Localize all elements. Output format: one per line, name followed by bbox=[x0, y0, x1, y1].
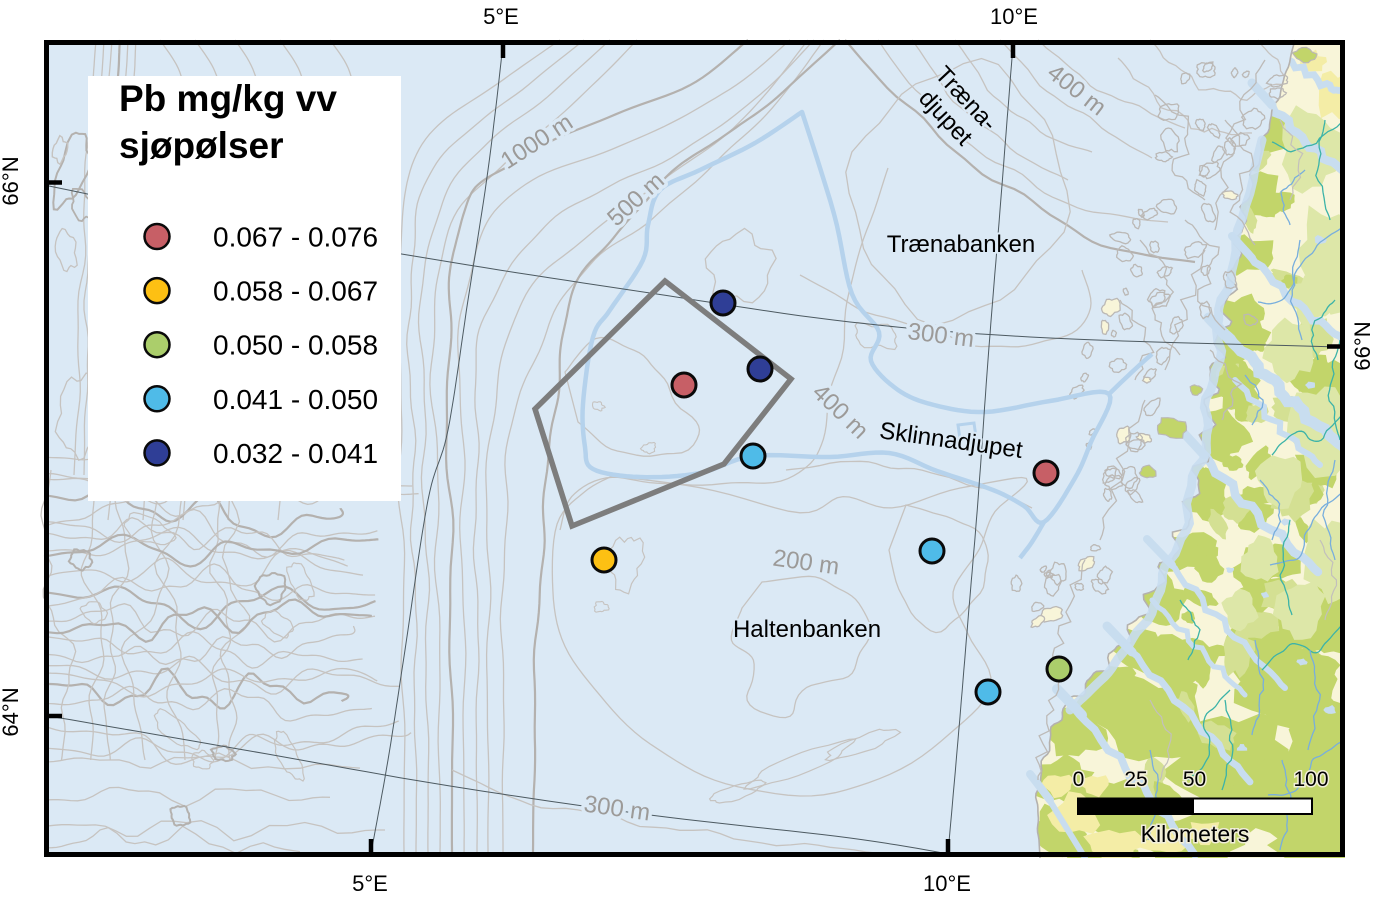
svg-text:0.041 - 0.050: 0.041 - 0.050 bbox=[213, 384, 378, 415]
svg-text:Haltenbanken: Haltenbanken bbox=[733, 616, 881, 643]
svg-text:sjøpølser: sjøpølser bbox=[119, 125, 284, 166]
svg-text:10°E: 10°E bbox=[990, 4, 1038, 29]
svg-text:Kilometers: Kilometers bbox=[1141, 821, 1250, 847]
svg-text:100: 100 bbox=[1293, 768, 1328, 791]
svg-text:10°E: 10°E bbox=[923, 871, 971, 896]
svg-text:Trænabanken: Trænabanken bbox=[887, 231, 1036, 258]
svg-text:Pb mg/kg vv: Pb mg/kg vv bbox=[119, 78, 337, 119]
svg-text:0.067 - 0.076: 0.067 - 0.076 bbox=[213, 222, 378, 253]
svg-text:5°E: 5°E bbox=[483, 4, 519, 29]
svg-text:0: 0 bbox=[1073, 768, 1085, 791]
svg-text:25: 25 bbox=[1124, 768, 1147, 791]
svg-text:5°E: 5°E bbox=[352, 871, 388, 896]
svg-text:0.032 - 0.041: 0.032 - 0.041 bbox=[213, 438, 378, 469]
svg-text:64°N: 64°N bbox=[0, 687, 23, 736]
svg-text:0.050 - 0.058: 0.050 - 0.058 bbox=[213, 330, 378, 361]
svg-text:66°N: 66°N bbox=[0, 156, 23, 205]
svg-text:0.058 - 0.067: 0.058 - 0.067 bbox=[213, 276, 378, 307]
svg-text:66°N: 66°N bbox=[1350, 321, 1375, 370]
svg-text:50: 50 bbox=[1183, 768, 1206, 791]
